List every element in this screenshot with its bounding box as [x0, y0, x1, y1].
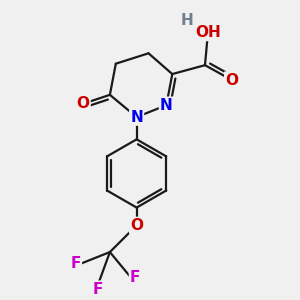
Text: OH: OH	[195, 25, 221, 40]
Text: F: F	[93, 282, 103, 297]
Text: H: H	[181, 13, 194, 28]
Text: F: F	[130, 270, 140, 285]
Text: N: N	[160, 98, 173, 113]
Text: O: O	[130, 218, 143, 233]
Text: F: F	[70, 256, 81, 272]
Text: O: O	[225, 73, 238, 88]
Text: N: N	[130, 110, 143, 124]
Text: O: O	[76, 96, 90, 111]
